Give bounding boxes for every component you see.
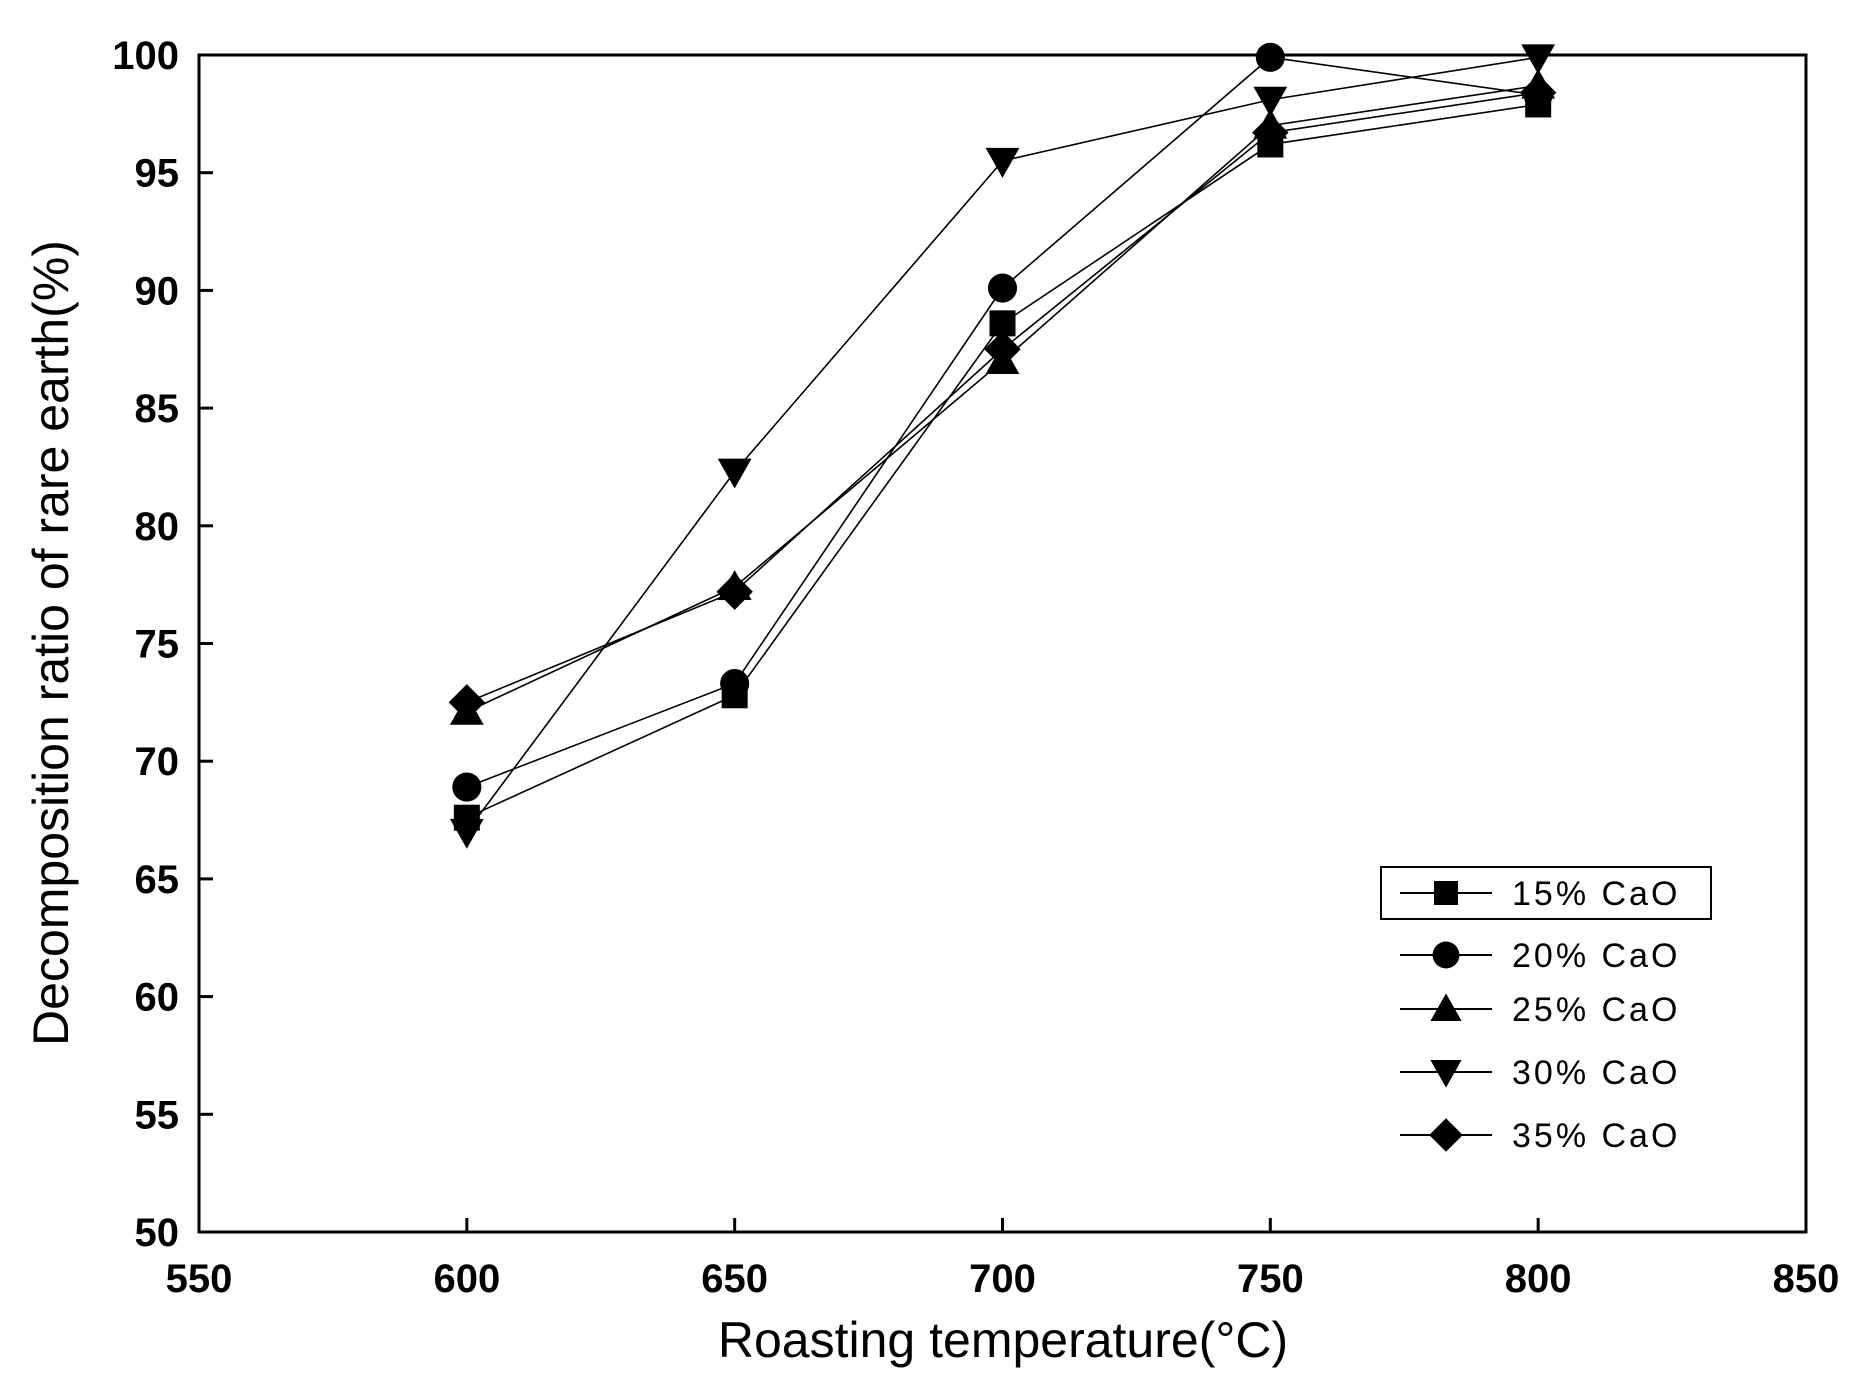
y-tick-label: 75 xyxy=(135,623,180,667)
series-30-cao xyxy=(449,44,1556,849)
legend-item: 25% CaO xyxy=(1400,991,1680,1029)
data-point xyxy=(1519,74,1557,111)
x-tick-label: 600 xyxy=(433,1257,500,1301)
y-tick-label: 80 xyxy=(135,505,180,549)
data-point xyxy=(1521,44,1556,75)
y-axis-title: Decomposition ratio of rare earth(%) xyxy=(23,240,79,1046)
x-axis-ticks: 550 600 650 700 750 800 850 xyxy=(166,1218,1840,1301)
series-line xyxy=(466,84,1539,713)
legend-item: 20% CaO xyxy=(1400,937,1680,975)
series-layer xyxy=(448,42,1557,849)
y-axis-ticks: 50 55 60 65 70 75 80 85 90 95 100 xyxy=(112,34,213,1255)
series-35-cao xyxy=(448,74,1557,721)
data-point xyxy=(717,458,752,489)
y-tick-label: 100 xyxy=(112,34,179,78)
data-point xyxy=(449,818,484,849)
data-point xyxy=(716,573,753,610)
data-point xyxy=(1253,86,1288,117)
y-tick-label: 60 xyxy=(135,976,180,1020)
y-tick-label: 50 xyxy=(135,1211,180,1255)
data-point xyxy=(1255,42,1285,72)
y-tick-label: 55 xyxy=(135,1093,180,1137)
x-tick-label: 800 xyxy=(1505,1257,1572,1301)
legend: 15% CaO 20% CaO 25% CaO 30% CaO 35% CaO xyxy=(1380,866,1712,1155)
y-tick-label: 95 xyxy=(135,152,180,196)
data-point xyxy=(985,147,1020,178)
legend-item: 15% CaO xyxy=(1400,875,1680,913)
data-point xyxy=(720,668,750,699)
legend-marker xyxy=(1434,881,1458,905)
y-tick-label: 65 xyxy=(135,858,180,902)
y-tick-label: 90 xyxy=(135,269,180,313)
legend-label: 15% CaO xyxy=(1512,875,1680,913)
series-20-cao xyxy=(452,42,1553,802)
data-point xyxy=(452,772,482,802)
x-tick-label: 850 xyxy=(1773,1257,1840,1301)
x-tick-label: 750 xyxy=(1237,1257,1304,1301)
legend-marker xyxy=(1430,993,1462,1021)
legend-label: 30% CaO xyxy=(1512,1054,1680,1092)
series-line xyxy=(466,103,1539,819)
legend-label: 20% CaO xyxy=(1512,937,1680,975)
x-axis-title: Roasting temperature(°C) xyxy=(718,1312,1288,1368)
legend-item: 35% CaO xyxy=(1400,1117,1680,1155)
series-15-cao xyxy=(453,91,1552,831)
x-tick-label: 650 xyxy=(701,1257,768,1301)
y-tick-label: 85 xyxy=(135,387,180,431)
series-line xyxy=(466,91,1539,704)
legend-label: 35% CaO xyxy=(1512,1117,1680,1155)
data-point xyxy=(448,684,486,721)
x-tick-label: 550 xyxy=(166,1257,233,1301)
data-point xyxy=(1252,114,1289,151)
legend-marker xyxy=(1430,1060,1462,1088)
data-point xyxy=(987,273,1018,303)
legend-marker xyxy=(1432,941,1460,969)
legend-marker xyxy=(1429,1118,1463,1152)
legend-highlight-box xyxy=(1380,866,1712,920)
x-tick-label: 700 xyxy=(969,1257,1036,1301)
legend-item: 30% CaO xyxy=(1400,1054,1680,1092)
data-point xyxy=(984,331,1021,368)
y-tick-label: 70 xyxy=(135,740,180,784)
legend-label: 25% CaO xyxy=(1512,991,1680,1029)
